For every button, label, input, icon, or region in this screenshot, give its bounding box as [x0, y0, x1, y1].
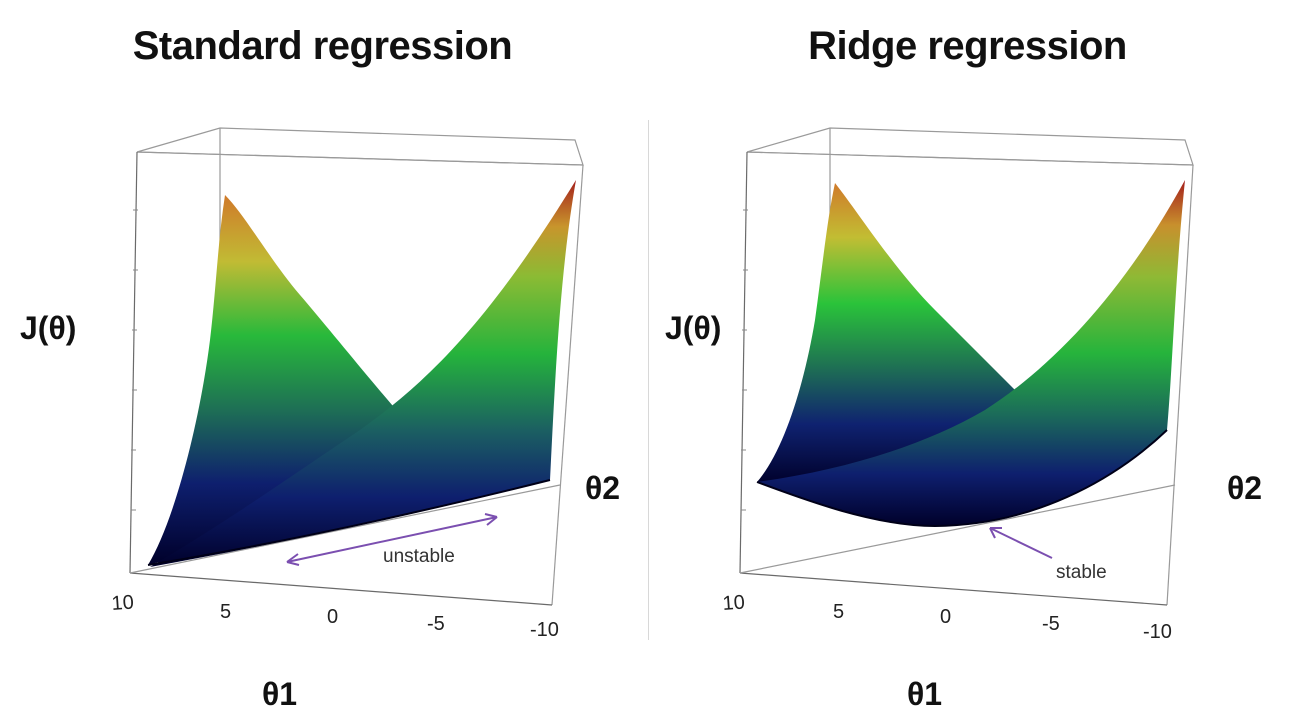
stable-annotation: stable [989, 527, 1107, 583]
bounding-box [129, 127, 584, 606]
x-ticks: 10 5 0 -5 -10 [111, 591, 559, 641]
annotation-label: stable [1056, 562, 1107, 583]
unstable-annotation: unstable [286, 513, 498, 567]
x-tick: 5 [833, 601, 844, 623]
z-axis-label: J(θ) [665, 310, 722, 346]
x-ticks: 10 5 0 -5 -10 [722, 591, 1172, 643]
standard-regression-panel: Standard regression J(θ) θ1 θ2 [0, 0, 645, 712]
chart-title: Ridge regression [808, 24, 1127, 68]
x-tick: -5 [427, 613, 445, 635]
x-tick: -5 [1042, 613, 1060, 635]
ridge-regression-panel: Ridge regression J(θ) θ1 θ2 [645, 0, 1290, 712]
y-axis-label: θ2 [585, 470, 621, 506]
x-tick: 0 [940, 606, 951, 628]
x-axis-label: θ1 [262, 676, 298, 712]
surface-edge [147, 479, 551, 566]
x-tick: 10 [722, 591, 746, 614]
x-axis-label: θ1 [907, 676, 943, 712]
x-tick: 5 [220, 601, 231, 623]
surface-back-sheet [757, 183, 1025, 485]
x-tick: 0 [327, 606, 338, 628]
annotation-label: unstable [383, 546, 455, 567]
x-tick: 10 [111, 591, 135, 614]
x-tick: -10 [1143, 621, 1172, 643]
panel-divider [648, 120, 649, 640]
z-axis-label: J(θ) [20, 310, 77, 346]
surface-front-sheet [757, 180, 1185, 526]
surface-plot: 10 5 0 -5 -10 unstable [111, 127, 584, 641]
chart-title: Standard regression [132, 24, 513, 68]
surface-edge [756, 429, 1168, 528]
x-tick: -10 [530, 619, 559, 641]
y-axis-label: θ2 [1227, 470, 1263, 506]
surface-front-sheet [150, 180, 576, 567]
surface-plot: 10 5 0 -5 -10 stable [722, 127, 1194, 643]
